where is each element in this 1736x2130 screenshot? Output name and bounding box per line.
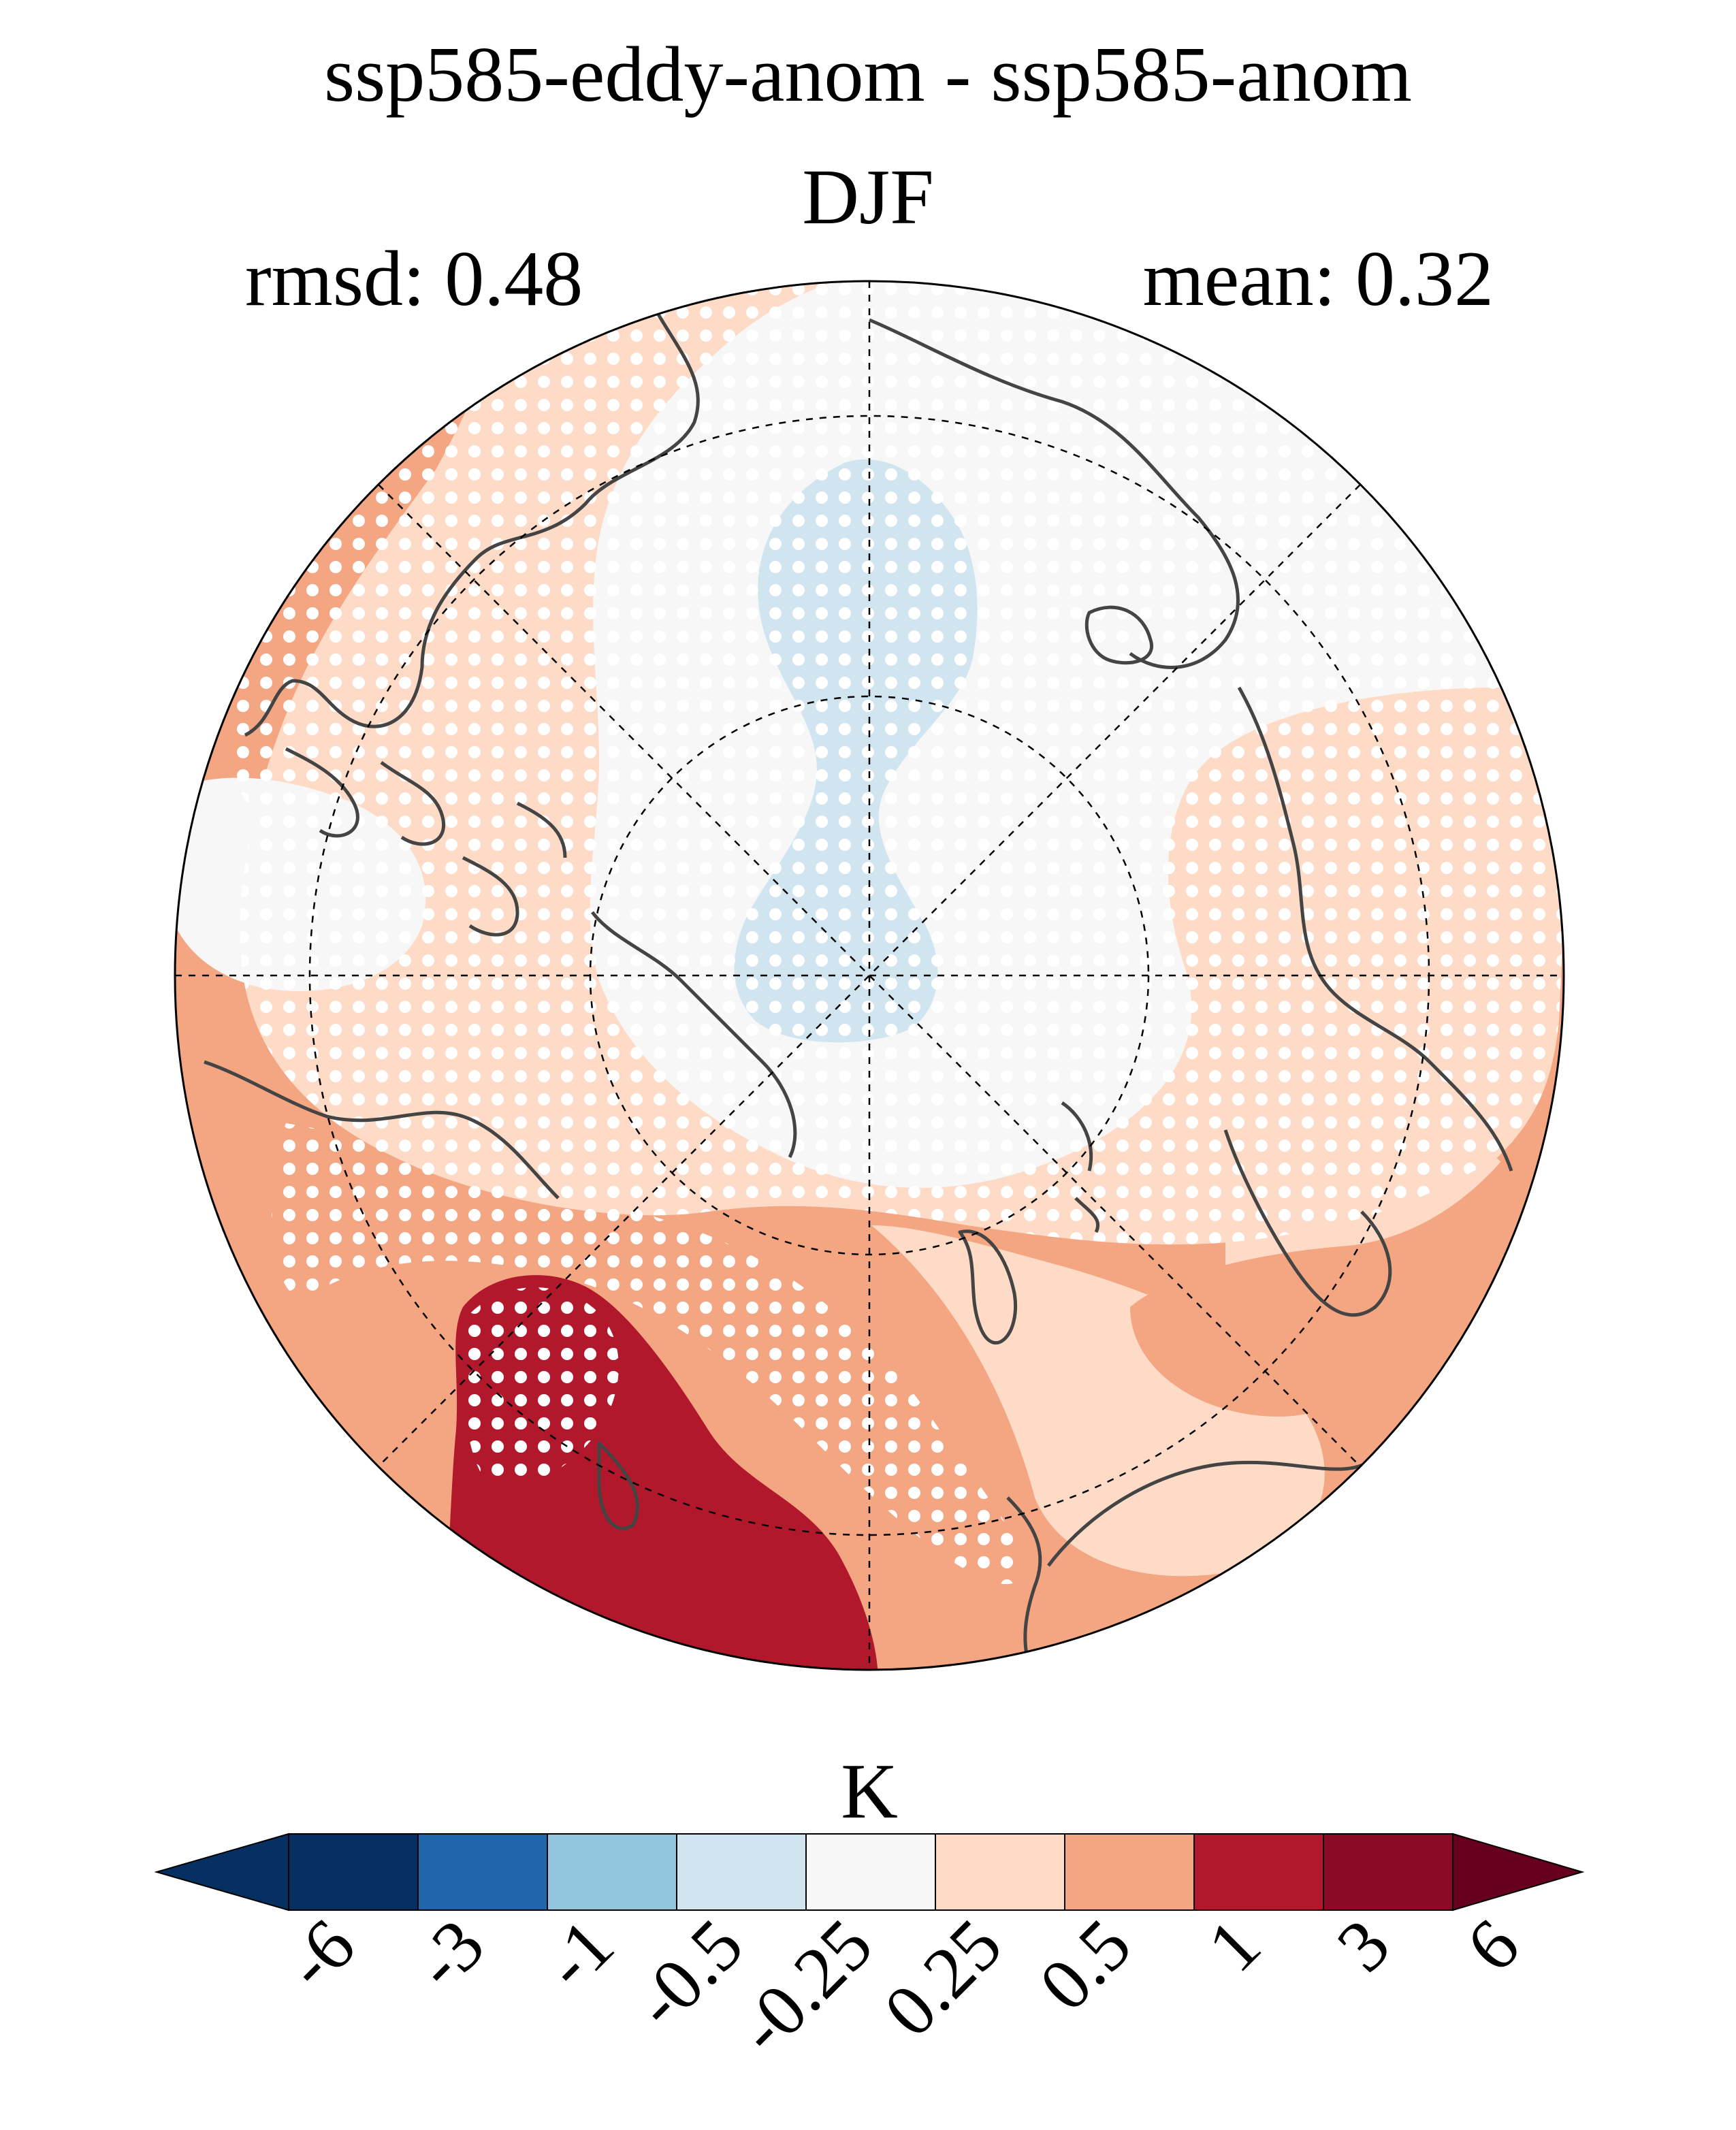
stipple-asia-strong bbox=[463, 1287, 619, 1488]
colorbar-box bbox=[547, 1833, 677, 1911]
graticule bbox=[175, 281, 1564, 1670]
coastline-baffin bbox=[1061, 1101, 1100, 1233]
coastline-alaska bbox=[1006, 1496, 1042, 1662]
colorbar-label: K bbox=[841, 1748, 898, 1835]
colorbar-box bbox=[935, 1833, 1065, 1911]
colorbar-tick-label: -6 bbox=[270, 1904, 370, 2005]
colorbar-over-arrow bbox=[1452, 1833, 1585, 1911]
coastline-eurasia-north bbox=[244, 305, 700, 737]
season-label: DJF bbox=[802, 154, 934, 241]
map-field bbox=[175, 281, 1564, 1670]
colorbar-tick-label: -1 bbox=[528, 1904, 629, 2005]
polar-map bbox=[174, 280, 1565, 1671]
colorbar-ticks: -6 -3 -1-0.5-0.250.25 0.5 1 3 6 bbox=[270, 1904, 1534, 2069]
coastline-hudson bbox=[1223, 1129, 1392, 1317]
colorbar-tick-label: -3 bbox=[399, 1904, 500, 2005]
stipple-high-latitude bbox=[240, 281, 1564, 1245]
coastline-north-america-west bbox=[1237, 686, 1513, 1172]
coastline-canadian-archipelago bbox=[285, 747, 567, 937]
colorbar: K -6 -3 -1-0.5-0.250.25 0.5 1 3 6 bbox=[154, 1748, 1585, 2069]
mean-label: mean: 0.32 bbox=[1142, 236, 1494, 323]
colorbar-boxes bbox=[154, 1833, 1585, 1911]
colorbar-tick-label: 0.5 bbox=[1025, 1904, 1147, 2027]
colorbar-box bbox=[805, 1833, 936, 1911]
colorbar-box bbox=[288, 1833, 419, 1911]
colorbar-box bbox=[417, 1833, 548, 1911]
coastline-caspian bbox=[597, 1441, 639, 1530]
coastlines bbox=[204, 305, 1513, 1662]
coastline-scandinavia bbox=[591, 911, 797, 1159]
map-boundary bbox=[174, 280, 1565, 1671]
map-title: ssp585-eddy-anom - ssp585-anom bbox=[323, 31, 1412, 118]
colorbar-tick-label: 0.25 bbox=[869, 1904, 1017, 2052]
colorbar-box bbox=[1064, 1833, 1195, 1911]
field-north-america-light-warm bbox=[871, 1225, 1325, 1577]
rmsd-label: rmsd: 0.48 bbox=[245, 236, 583, 323]
colorbar-tick-label: -0.25 bbox=[722, 1904, 888, 2069]
colorbar-under-arrow bbox=[154, 1833, 289, 1911]
colorbar-box bbox=[1323, 1833, 1453, 1911]
colorbar-tick-label: 6 bbox=[1451, 1904, 1534, 1987]
coastline-siberia bbox=[869, 318, 1240, 669]
stipple-south-band bbox=[272, 1123, 1024, 1585]
coastline-islands-arctic bbox=[1084, 605, 1154, 665]
field-atlantic-warm-lobe bbox=[1130, 1150, 1549, 1417]
colorbar-box bbox=[1193, 1833, 1324, 1911]
coastline-europe bbox=[204, 1060, 560, 1199]
coastline-greenland bbox=[958, 1229, 1017, 1344]
colorbar-tick-label: 3 bbox=[1322, 1904, 1405, 1987]
colorbar-box bbox=[676, 1833, 807, 1911]
colorbar-tick-label: 1 bbox=[1193, 1904, 1276, 1987]
